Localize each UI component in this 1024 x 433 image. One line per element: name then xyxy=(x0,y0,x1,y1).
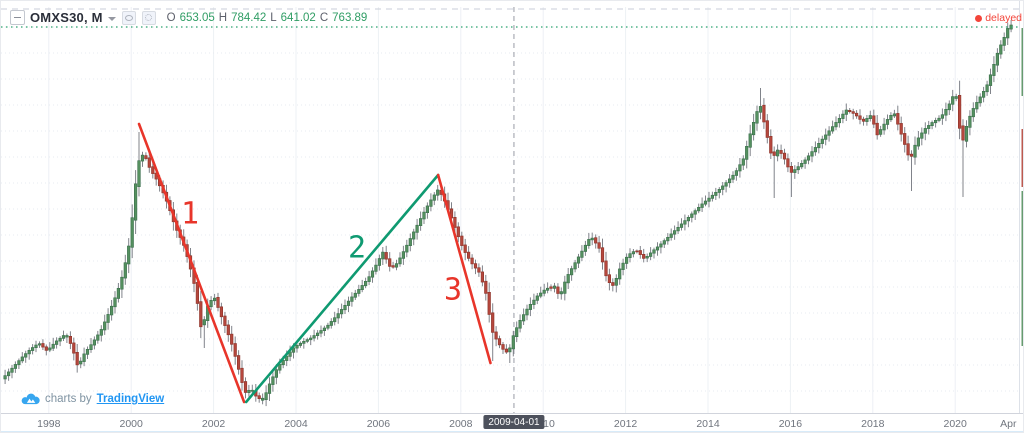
time-axis-tick: 2016 xyxy=(778,418,803,430)
high-label: H xyxy=(218,11,228,24)
time-axis-tick: 2006 xyxy=(366,418,391,430)
ohlc-readout: O 653.05 H 784.42 L 641.02 C 763.89 xyxy=(167,12,368,24)
tradingview-attribution: charts by TradingView xyxy=(21,392,164,406)
open-value: 653.05 xyxy=(179,11,215,24)
tradingview-link[interactable]: TradingView xyxy=(96,393,165,405)
candle-wicks xyxy=(4,20,1012,407)
time-axis-tick: 2000 xyxy=(119,418,143,430)
time-axis-tick: 2012 xyxy=(613,418,638,430)
gear-icon xyxy=(145,14,153,21)
time-axis-tick: 2004 xyxy=(284,418,308,430)
low-label: L xyxy=(270,11,277,24)
candlestick-series[interactable] xyxy=(3,24,1013,401)
legend-collapse-icon[interactable] xyxy=(10,10,25,25)
symbol-title[interactable]: OMXS30, M xyxy=(30,10,103,25)
time-axis-tick: Apr xyxy=(1000,418,1017,430)
chevron-down-icon[interactable] xyxy=(107,16,116,21)
delayed-data-badge: delayed xyxy=(975,12,1022,24)
time-axis-tick: 2020 xyxy=(943,418,967,430)
trend-label-3[interactable]: 3 xyxy=(444,273,462,308)
eye-icon xyxy=(124,14,133,21)
high-value: 784.42 xyxy=(231,11,267,24)
low-value: 641.02 xyxy=(280,11,316,24)
time-axis-tick: 2018 xyxy=(861,418,885,430)
close-value: 763.89 xyxy=(332,11,368,24)
time-axis-tick: 2008 xyxy=(449,418,473,430)
tradingview-logo-icon xyxy=(21,393,40,405)
trend-line-2[interactable] xyxy=(244,173,440,404)
time-axis-tick: 2002 xyxy=(201,418,226,430)
attribution-text: charts by xyxy=(45,393,92,405)
series-settings-button[interactable] xyxy=(141,10,156,25)
clipped-edge-content xyxy=(1021,28,1023,96)
delayed-dot-icon xyxy=(975,14,983,22)
series-legend: OMXS30, M O 653.05 H 784.42 L 641.02 C 7… xyxy=(10,10,367,25)
trend-label-2[interactable]: 2 xyxy=(348,231,366,266)
time-axis-tick: 2014 xyxy=(696,418,720,430)
hide-series-button[interactable] xyxy=(121,10,136,25)
crosshair-date-chip: 2009-04-01 xyxy=(483,415,545,429)
clipped-edge-content xyxy=(1021,129,1023,187)
trend-line-1[interactable] xyxy=(137,122,246,404)
delayed-label: delayed xyxy=(985,12,1022,24)
clipped-edge-content xyxy=(1021,191,1023,346)
trend-label-1[interactable]: 1 xyxy=(181,197,199,232)
trend-line-3[interactable] xyxy=(436,173,492,365)
close-label: C xyxy=(319,11,329,24)
time-axis-tick: 1998 xyxy=(37,418,61,430)
open-label: O xyxy=(166,11,176,24)
